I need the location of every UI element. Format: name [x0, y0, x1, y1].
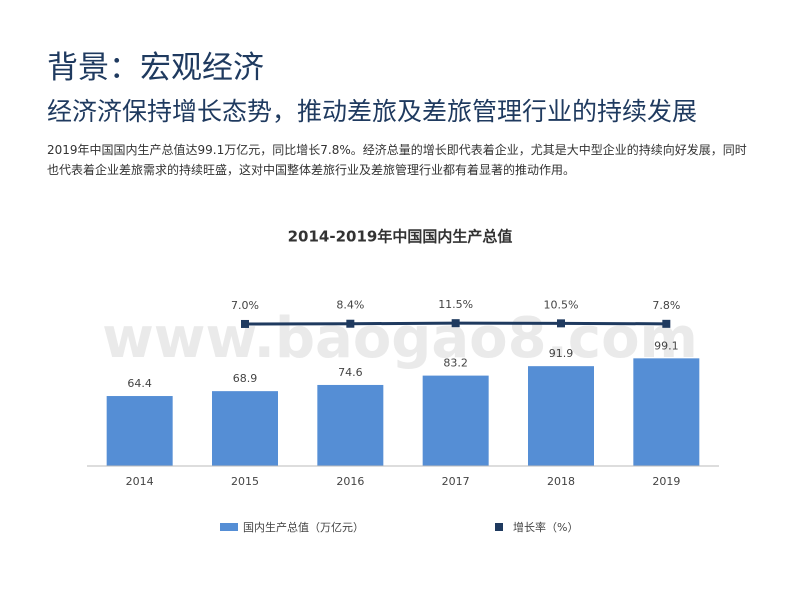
chart-title: 2014-2019年中国国内生产总值	[288, 228, 513, 246]
data-label: 68.9	[233, 372, 258, 385]
bar	[106, 396, 173, 466]
legend-label: 增长率（%）	[513, 520, 578, 534]
line-marker	[241, 319, 249, 328]
data-label: 64.4	[127, 377, 152, 390]
slide-title: 背景：宏观经济	[47, 50, 264, 86]
bar	[317, 384, 384, 466]
data-label: 99.1	[654, 339, 679, 352]
data-label: 11.5%	[438, 298, 473, 311]
x-tick-label: 2014	[126, 475, 154, 488]
x-tick-label: 2015	[231, 475, 259, 488]
line-marker	[557, 319, 565, 328]
data-label: 91.9	[549, 347, 574, 360]
data-label: 7.8%	[652, 299, 680, 312]
line-marker	[451, 319, 460, 328]
data-label: 74.6	[338, 366, 363, 379]
bar	[528, 366, 594, 466]
data-label: 83.2	[443, 357, 468, 370]
legend-label: 国内生产总值（万亿元）	[243, 520, 364, 534]
data-label: 7.0%	[231, 299, 259, 312]
x-tick-label: 2017	[442, 475, 470, 488]
slide-subtitle: 经济济保持增长态势，推动差旅及差旅管理行业的持续发展	[47, 97, 698, 126]
x-tick-label: 2016	[336, 475, 364, 488]
x-tick-label: 2019	[652, 475, 680, 488]
legend-swatch	[220, 523, 238, 531]
data-label: 10.5%	[544, 298, 579, 311]
watermark: www.baogao8.com	[102, 306, 698, 371]
line-marker	[662, 319, 671, 328]
bar	[633, 358, 700, 466]
data-label: 8.4%	[336, 299, 364, 312]
bar	[422, 375, 489, 466]
bar	[212, 391, 278, 466]
line-marker	[346, 319, 355, 328]
x-tick-label: 2018	[547, 475, 575, 488]
paragraph: 2019年中国国内生产总值达99.1万亿元，同比增长7.8%。经济总量的增长即代…	[47, 143, 747, 177]
legend-swatch	[495, 523, 503, 531]
